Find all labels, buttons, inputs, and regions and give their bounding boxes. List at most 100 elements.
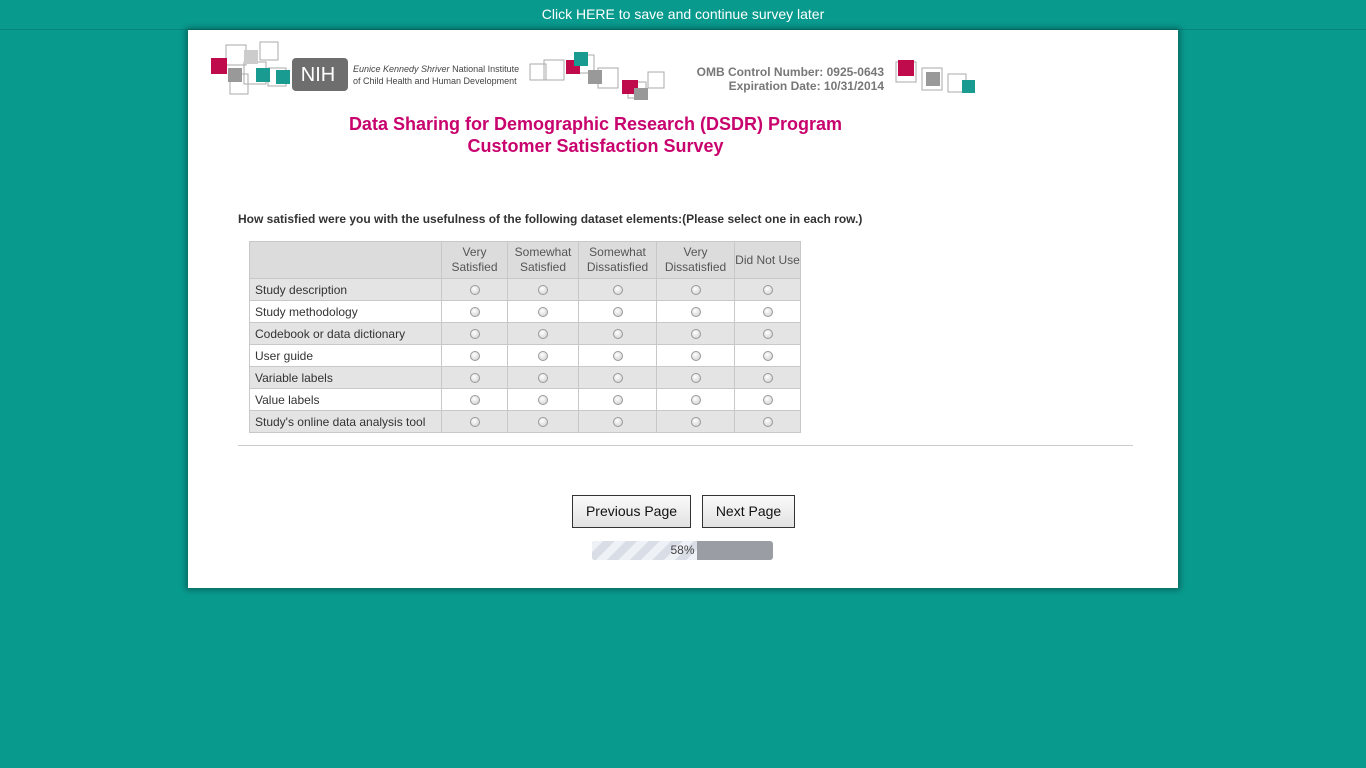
radio-button[interactable]	[612, 395, 623, 406]
table-row: Codebook or data dictionary	[249, 322, 801, 345]
institute-name: National Institute	[452, 64, 519, 74]
row-label: Study's online data analysis tool	[249, 410, 442, 433]
radio-button[interactable]	[762, 417, 773, 428]
column-header: Very Satisfied	[441, 241, 508, 279]
row-label: Study description	[249, 278, 442, 301]
option-cell	[656, 366, 735, 389]
corner-cell	[249, 241, 442, 279]
option-cell	[507, 366, 579, 389]
option-cell	[734, 344, 801, 367]
radio-button[interactable]	[612, 417, 623, 428]
table-row: Study's online data analysis tool	[249, 410, 801, 433]
survey-title: Data Sharing for Demographic Research (D…	[348, 114, 843, 134]
radio-button[interactable]	[690, 351, 701, 362]
radio-button[interactable]	[538, 417, 548, 428]
radio-button[interactable]	[538, 285, 548, 296]
question-text: How satisfied were you with the usefulne…	[238, 212, 863, 226]
option-cell	[507, 322, 579, 345]
radio-button[interactable]	[612, 351, 623, 362]
option-cell	[507, 300, 579, 323]
radio-button[interactable]	[612, 373, 623, 384]
option-cell	[507, 388, 579, 411]
row-label: Codebook or data dictionary	[249, 322, 442, 345]
radio-button[interactable]	[690, 307, 701, 318]
radio-button[interactable]	[469, 285, 480, 296]
radio-button[interactable]	[538, 307, 548, 318]
radio-button[interactable]	[538, 395, 548, 406]
next-button[interactable]: Next Page	[702, 495, 795, 528]
omb-number: OMB Control Number: 0925-0643	[697, 65, 885, 79]
row-label: Variable labels	[249, 366, 442, 389]
radio-button[interactable]	[612, 329, 623, 340]
survey-subtitle: Customer Satisfaction Survey	[467, 136, 724, 156]
column-header: Somewhat Satisfied	[507, 241, 579, 279]
rating-table: Very Satisfied Somewhat Satisfied Somewhat…	[249, 241, 801, 433]
table-row: Study description	[249, 278, 801, 301]
option-cell	[734, 388, 801, 411]
row-label: Value labels	[249, 388, 442, 411]
option-cell	[578, 410, 657, 433]
option-cell	[656, 300, 735, 323]
header-row: Very Satisfied Somewhat Satisfied Somewhat…	[249, 241, 801, 279]
row-label: User guide	[249, 344, 442, 367]
option-cell	[441, 410, 508, 433]
survey-panel: NIH Eunice Kennedy Shriver National Inst…	[188, 30, 1178, 588]
option-cell	[734, 366, 801, 389]
table-row: Value labels	[249, 388, 801, 411]
option-cell	[734, 322, 801, 345]
option-cell	[656, 322, 735, 345]
expiration-date: Expiration Date: 10/31/2014	[729, 79, 885, 93]
radio-button[interactable]	[690, 417, 701, 428]
radio-button[interactable]	[762, 351, 773, 362]
radio-button[interactable]	[762, 307, 773, 318]
radio-button[interactable]	[762, 285, 773, 296]
radio-button[interactable]	[538, 329, 548, 340]
option-cell	[656, 410, 735, 433]
radio-button[interactable]	[469, 395, 480, 406]
save-link[interactable]: Click HERE to save and continue survey l…	[0, 0, 1366, 30]
radio-button[interactable]	[690, 285, 701, 296]
radio-button[interactable]	[538, 373, 548, 384]
option-cell	[507, 410, 579, 433]
row-label: Study methodology	[249, 300, 442, 323]
radio-button[interactable]	[762, 373, 773, 384]
institute-line1: Eunice Kennedy Shriver National Institut…	[353, 64, 519, 74]
radio-button[interactable]	[690, 329, 701, 340]
radio-button[interactable]	[762, 395, 773, 406]
option-cell	[578, 322, 657, 345]
option-cell	[578, 300, 657, 323]
radio-button[interactable]	[538, 351, 548, 362]
radio-button[interactable]	[469, 329, 480, 340]
option-cell	[441, 300, 508, 323]
table-row: Study methodology	[249, 300, 801, 323]
option-cell	[656, 278, 735, 301]
option-cell	[441, 344, 508, 367]
radio-button[interactable]	[469, 417, 480, 428]
table-row: Variable labels	[249, 366, 801, 389]
progress-fill	[592, 541, 697, 560]
option-cell	[734, 300, 801, 323]
institute-line2: of Child Health and Human Development	[353, 76, 517, 86]
radio-button[interactable]	[612, 285, 623, 296]
radio-button[interactable]	[469, 373, 480, 384]
radio-button[interactable]	[690, 395, 701, 406]
option-cell	[656, 388, 735, 411]
logo-banner: NIH Eunice Kennedy Shriver National Inst…	[211, 41, 975, 100]
progress-bar: 58%	[592, 541, 773, 560]
radio-button[interactable]	[612, 307, 623, 318]
institute-italic: Eunice Kennedy Shriver	[353, 64, 451, 74]
option-cell	[441, 388, 508, 411]
option-cell	[734, 410, 801, 433]
option-cell	[656, 344, 735, 367]
previous-button[interactable]: Previous Page	[572, 495, 691, 528]
option-cell	[578, 388, 657, 411]
progress-label: 58%	[670, 543, 695, 557]
radio-button[interactable]	[469, 351, 480, 362]
column-header: Somewhat Dissatisfied	[578, 241, 657, 279]
radio-button[interactable]	[690, 373, 701, 384]
radio-button[interactable]	[469, 307, 480, 318]
radio-button[interactable]	[762, 329, 773, 340]
option-cell	[507, 278, 579, 301]
option-cell	[441, 366, 508, 389]
